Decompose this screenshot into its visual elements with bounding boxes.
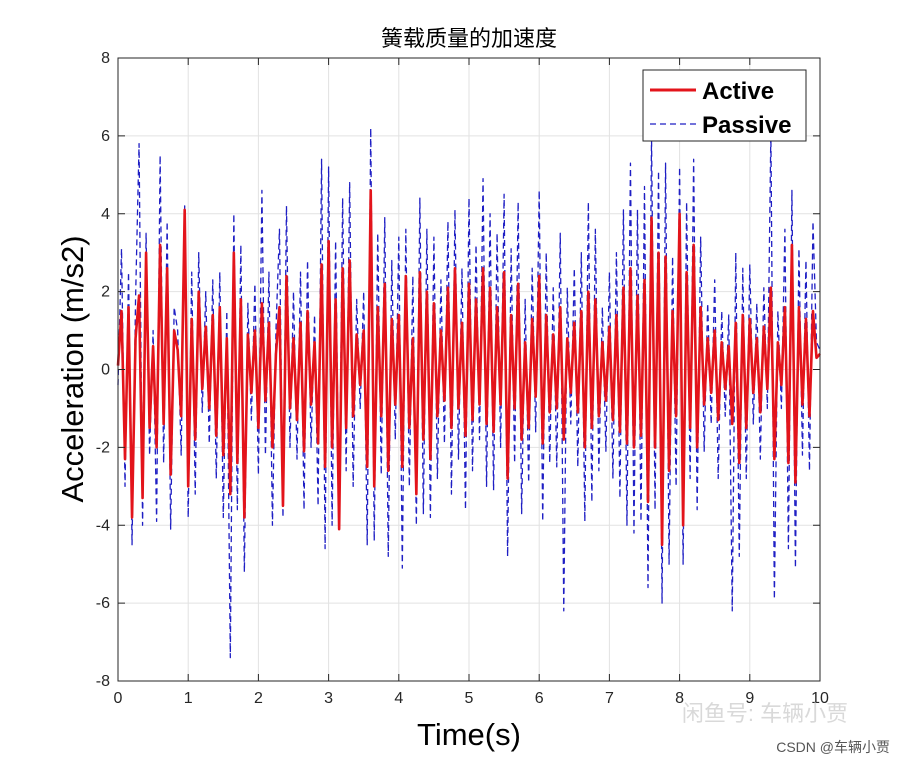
x-tick-label: 1 <box>184 690 193 707</box>
y-tick-label: -4 <box>96 517 110 534</box>
watermark-source: CSDN @车辆小贾 <box>776 739 890 755</box>
legend-label-passive: Passive <box>702 112 791 139</box>
chart-title: 簧载质量的加速度 <box>381 27 557 52</box>
x-tick-label: 10 <box>811 690 829 707</box>
legend-label-active: Active <box>702 78 774 105</box>
y-tick-label: 8 <box>101 50 110 67</box>
x-tick-label: 5 <box>465 690 474 707</box>
x-tick-label: 6 <box>535 690 544 707</box>
legend: Active Passive <box>642 69 807 142</box>
y-tick-label: -8 <box>96 673 110 690</box>
y-tick-label: -6 <box>96 595 110 612</box>
x-tick-label: 7 <box>605 690 614 707</box>
x-tick-label: 0 <box>114 690 123 707</box>
y-axis-label: Acceleration (m/s2) <box>55 235 90 502</box>
x-tick-label: 4 <box>394 690 403 707</box>
x-axis-label: Time(s) <box>417 717 521 752</box>
y-tick-label: 4 <box>101 206 110 223</box>
x-tick-label: 2 <box>254 690 263 707</box>
tick-layer: 0 1 2 3 4 5 6 7 8 9 10 -8 -6 -4 -2 0 2 4 6 8 <box>96 50 829 707</box>
watermark-platform: 闲鱼号: 车辆小贾 <box>682 701 848 726</box>
x-tick-label: 8 <box>675 690 684 707</box>
y-tick-label: 2 <box>101 284 110 301</box>
legend-box <box>642 69 807 142</box>
series-layer <box>116 127 821 659</box>
x-tick-label: 9 <box>745 690 754 707</box>
series-line-active <box>116 189 821 547</box>
y-tick-label: -2 <box>96 439 110 456</box>
y-tick-label: 0 <box>101 362 110 379</box>
y-tick-label: 6 <box>101 128 110 145</box>
x-tick-label: 3 <box>324 690 333 707</box>
